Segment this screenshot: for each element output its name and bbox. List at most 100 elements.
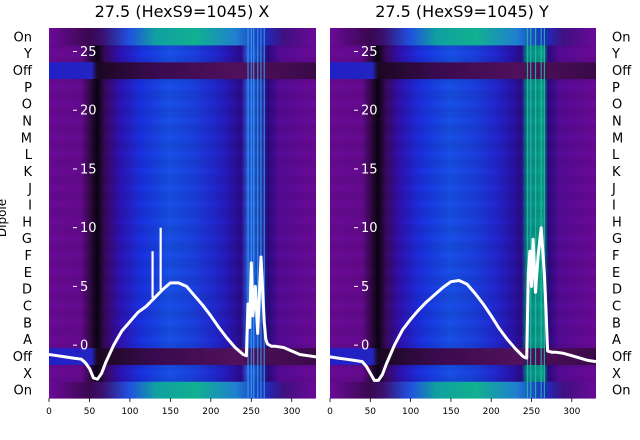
x-tick-label-y-50: 50 xyxy=(365,407,377,417)
x-tick-label-x-50: 50 xyxy=(84,407,96,417)
category-label-right-10: H xyxy=(612,215,622,230)
category-label-right-14: L xyxy=(612,148,620,163)
category-label-left-5: C xyxy=(23,300,32,315)
overlay-tick-label-y-25: 25 xyxy=(361,45,378,60)
category-label-left-7: E xyxy=(24,266,32,281)
category-label-right-21: On xyxy=(612,30,630,45)
category-label-left-6: D xyxy=(22,283,32,298)
category-label-right-16: N xyxy=(612,115,622,130)
x-tick-label-x-100: 100 xyxy=(121,407,138,417)
category-label-left-11: I xyxy=(28,199,32,214)
heatmap-row-shade-y-7 xyxy=(330,263,596,281)
category-label-right-0: On xyxy=(612,384,630,399)
heatmap-row-shade-y-3 xyxy=(330,330,596,348)
category-label-left-0: On xyxy=(14,384,32,399)
category-label-left-8: F xyxy=(25,249,32,264)
category-label-left-13: K xyxy=(23,165,32,180)
vertical-stripes-x xyxy=(247,28,265,398)
category-label-left-17: O xyxy=(22,98,32,113)
category-label-right-2: Off xyxy=(612,350,632,365)
panel-x-title: 27.5 (HexS9=1045) X xyxy=(95,2,270,21)
heatmap-row-y-19 xyxy=(330,61,596,80)
heatmap-row-shade-y-10 xyxy=(330,213,596,230)
heatmap-row-shade-x-12 xyxy=(49,179,316,197)
heatmap-row-shade-y-4 xyxy=(330,313,596,331)
heatmap-row-shade-y-14 xyxy=(330,145,596,163)
category-label-left-14: L xyxy=(25,148,33,163)
category-label-left-15: M xyxy=(21,131,32,146)
heatmap-row-shade-y-11 xyxy=(330,196,596,213)
category-label-left-10: H xyxy=(22,215,32,230)
overlay-tick-label-x-20: 20 xyxy=(80,104,97,119)
heatmap-row-shade-x-4 xyxy=(49,313,316,331)
category-label-left-9: G xyxy=(22,232,32,247)
category-label-left-4: B xyxy=(23,316,32,331)
heatmap-row-shade-x-5 xyxy=(49,297,316,314)
heatmap-row-shade-y-18 xyxy=(330,78,596,96)
heatmap-row-y-0 xyxy=(330,381,596,399)
category-label-right-19: Off xyxy=(612,64,632,79)
heatmap-row-shade-y-5 xyxy=(330,297,596,314)
overlay-tick-label-x-10: 10 xyxy=(80,221,97,236)
heatmap-row-y-2 xyxy=(330,347,596,365)
category-label-right-9: G xyxy=(612,232,622,247)
overlay-tick-label-y-0: 0 xyxy=(361,339,369,354)
heatmap-row-y-21 xyxy=(330,28,596,46)
overlay-y-ticks-y: 0 5 10 15 20 25 xyxy=(354,45,378,354)
category-label-left-16: N xyxy=(22,115,32,130)
category-label-left-3: A xyxy=(23,333,32,348)
heatmap-row-shade-x-16 xyxy=(49,112,316,129)
overlay-line-x xyxy=(48,255,317,381)
x-tick-label-y-100: 100 xyxy=(402,407,419,417)
x-tick-label-y-250: 250 xyxy=(523,407,540,417)
overlay-tick-label-x-5: 5 xyxy=(80,280,88,295)
x-tick-label-y-0: 0 xyxy=(327,407,333,417)
overlay-x xyxy=(48,227,317,381)
heatmap-row-x-19 xyxy=(49,61,316,80)
heatmap-row-shade-x-20 xyxy=(49,44,316,62)
category-label-right-20: Y xyxy=(611,47,620,62)
category-label-left-20: Y xyxy=(23,47,32,62)
heatmap-row-shade-x-14 xyxy=(49,145,316,163)
heatmap-row-x-0 xyxy=(49,381,316,399)
x-tick-label-y-200: 200 xyxy=(483,407,500,417)
category-label-right-11: I xyxy=(612,199,616,214)
panel-y-title: 27.5 (HexS9=1045) Y xyxy=(375,2,549,21)
x-tick-label-x-200: 200 xyxy=(202,407,219,417)
category-label-right-3: A xyxy=(612,333,621,348)
heatmap-rows-y xyxy=(330,28,596,399)
category-label-right-7: E xyxy=(612,266,620,281)
heatmap-rows-x xyxy=(49,28,316,399)
category-label-left-21: On xyxy=(14,30,32,45)
panel-x: 0 5 10 15 20 25 0 50 100 150 200 250 300 xyxy=(46,28,317,417)
category-label-left-19: Off xyxy=(13,64,33,79)
category-label-right-1: X xyxy=(612,367,621,382)
overlay-tick-label-y-5: 5 xyxy=(361,280,369,295)
heatmap-row-shade-y-9 xyxy=(330,229,596,247)
x-ticks-y: 0 50 100 150 200 250 300 xyxy=(327,398,581,417)
overlay-line-y xyxy=(329,226,597,382)
category-label-right-15: M xyxy=(612,131,623,146)
x-tick-label-y-150: 150 xyxy=(442,407,459,417)
overlay-tick-label-x-25: 25 xyxy=(80,45,97,60)
x-ticks-x: 0 50 100 150 200 250 300 xyxy=(46,398,301,417)
overlay-y xyxy=(329,226,597,382)
category-label-left-1: X xyxy=(23,367,32,382)
category-label-right-5: C xyxy=(612,300,621,315)
category-label-right-8: F xyxy=(612,249,619,264)
category-label-left-18: P xyxy=(24,81,32,96)
overlay-y-ticks-x: 0 5 10 15 20 25 xyxy=(73,45,97,354)
category-label-right-13: K xyxy=(612,165,621,180)
x-tick-label-x-0: 0 xyxy=(46,407,52,417)
heatmap-row-shade-y-12 xyxy=(330,179,596,197)
heatmap-row-shade-y-15 xyxy=(330,128,596,146)
heatmap-row-shade-x-17 xyxy=(49,95,316,113)
overlay-tick-label-x-0: 0 xyxy=(80,339,88,354)
x-tick-label-x-150: 150 xyxy=(162,407,179,417)
overlay-tick-label-x-15: 15 xyxy=(80,162,97,177)
category-label-left-2: Off xyxy=(13,350,33,365)
heatmap-row-shade-y-1 xyxy=(330,364,596,382)
